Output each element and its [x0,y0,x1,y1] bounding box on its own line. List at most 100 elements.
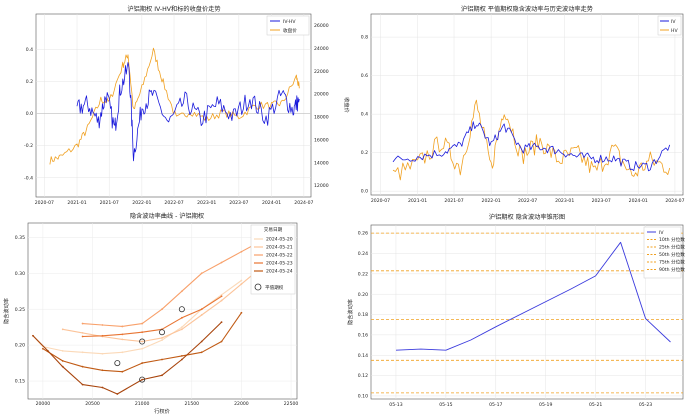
p2-ytick-2: 0.4 [361,112,368,118]
p1-y2tick-1: 14000 [314,160,329,166]
p1-y2tick-2: 16000 [314,137,329,143]
p1-xtick-2: 2021-07 [100,200,119,206]
p3-atm-marker-3 [159,329,166,336]
p1-legend-label-0: IV-HV [283,19,296,25]
p3-legend-frame [250,224,296,295]
p3-legend-title: 交易日期 [264,226,283,233]
p2-lines [392,99,671,181]
p2-ytick-4: 0.8 [361,35,368,41]
p3-point-2-4 [161,308,163,311]
p3-xtick-5: 22500 [284,401,299,407]
p3-point-2-8 [240,250,243,253]
p1-xtick-4: 2022-07 [164,200,183,206]
p2-ytick-3: 0.6 [361,73,368,79]
p4-ytick-1: 0.12 [358,373,368,379]
p1-ytick-4: 0.4 [26,47,33,53]
p1-y2tick-0: 12000 [314,183,329,189]
p3-point-5-2 [61,365,64,368]
p3-legend-label-0: 2024-05-20 [266,237,293,243]
p4-legend-label-pct-1: 25th 分位数 [659,244,685,251]
p3-ytick-2: 0.25 [15,307,25,313]
p2-xtick-5: 2023-01 [555,198,574,204]
p3-xtick-1: 20500 [85,401,100,407]
p3-ytick-0: 0.15 [15,379,25,385]
p4-ylabel: 隐含波动率 [346,299,354,325]
p3-legend-label-3: 2024-05-23 [266,261,293,267]
p3-point-4-10 [240,311,243,314]
p3-ytick-3: 0.30 [15,271,25,277]
p4-legend-label-pct-4: 90th 分位数 [659,266,685,273]
p4-xtick-5: 05-23 [639,402,652,408]
p3-point-3-3 [141,331,144,334]
p1-xtick-0: 2020-07 [35,200,54,206]
p3-point-5-8 [180,358,183,361]
p4-ytick-3: 0.16 [358,332,368,338]
p3-title: 隐含波动率曲线 - 沪铝期权 [130,212,204,220]
p2-legend-label-1: HV [671,28,678,34]
p4-ytick-6: 0.22 [358,271,368,277]
p3-xtick-4: 22000 [234,401,249,407]
p3-point-0-5 [121,351,124,354]
p2-legend-label-0: IV [671,19,676,25]
p3-series-5 [32,321,222,395]
p3-point-4-9 [220,340,223,343]
p3-point-2-5 [180,290,183,293]
p3-point-0-3 [81,351,84,354]
p4-xtick-0: 05-13 [389,402,402,408]
p3-point-2-0 [81,322,84,325]
p3-point-0-6 [141,347,144,350]
p4-ytick-8: 0.26 [358,231,368,237]
p3-ticks: 20000 20500 21000 21500 22000 22500 0.15 0.20 0.… [15,235,299,407]
panel-smile: 隐含波动率曲线 - 沪铝期权 20000 20500 21000 21500 22000… [2,212,298,415]
p4-title: 沪铝期权 隐含波动率锥形图 [489,213,565,221]
p1-xtick-6: 2023-07 [229,200,248,206]
p3-point-2-1 [101,324,104,326]
p3-point-4-4 [121,370,124,373]
p3-legend: 交易日期 2024-05-20 2024-05-21 2024-05-22 2024-… [250,224,296,295]
p3-atm-marker-4 [178,306,185,313]
p3-point-0-8 [180,326,183,329]
p4-ytick-4: 0.18 [358,312,368,318]
p3-ylabel: 隐含波动率 [2,298,10,324]
p3-point-1-5 [161,337,163,339]
p1-ticks: 2020-07 2021-01 2021-07 2022-01 2022-07 2023-… [24,23,329,206]
p2-title: 沪铝期权 平值期权隐含波动率与历史波动率走势 [461,5,593,13]
p1-legend-label-1: 收盘价 [283,27,297,34]
p3-point-3-1 [101,334,104,337]
p4-series-iv [395,241,671,351]
p1-ytick-1: -0.2 [24,143,33,149]
p3-legend-label-2: 2024-05-22 [266,253,293,259]
panel-cone: 沪铝期权 隐含波动率锥形图 05-13 05-15 05-17 05-19 05-21 0… [346,213,685,408]
p4-legend-label-pct-2: 50th 分位数 [659,251,685,258]
p3-point-3-5 [180,316,183,319]
p3-point-5-9 [200,340,203,343]
p2-ticks: 2020-07 2021-01 2021-07 2022-01 2022-07 2023-… [361,35,685,204]
p3-legend-label-4: 2024-05-24 [266,269,293,275]
p1-y2tick-6: 24000 [314,46,329,52]
p3-legend-marker-swatch [254,283,262,291]
p1-xtick-3: 2022-01 [132,200,151,206]
p4-lines [371,232,683,394]
p3-legend-label-1: 2024-05-21 [266,245,293,251]
p3-point-1-4 [141,340,144,343]
p4-legend-frame [643,226,682,279]
p3-point-2-7 [220,261,223,264]
p3-point-0-10 [220,293,223,296]
p2-xtick-1: 2021-01 [408,198,427,204]
p4-legend-label-pct-3: 75th 分位数 [659,259,685,266]
p2-xtick-7: 2024-01 [629,198,648,204]
p3-xtick-2: 21000 [135,401,150,407]
p3-point-3-2 [121,333,124,336]
p3-point-0-11 [240,279,243,282]
p3-point-5-0 [32,334,34,337]
p2-plot-frame [370,13,684,196]
p4-grid [371,225,683,399]
p4-xtick-2: 05-17 [489,402,502,408]
p4-legend-label-pct-0: 10th 分位数 [659,236,685,243]
p3-series-0 [32,280,242,355]
p3-atm-markers [114,306,185,383]
p3-point-5-5 [116,393,119,395]
